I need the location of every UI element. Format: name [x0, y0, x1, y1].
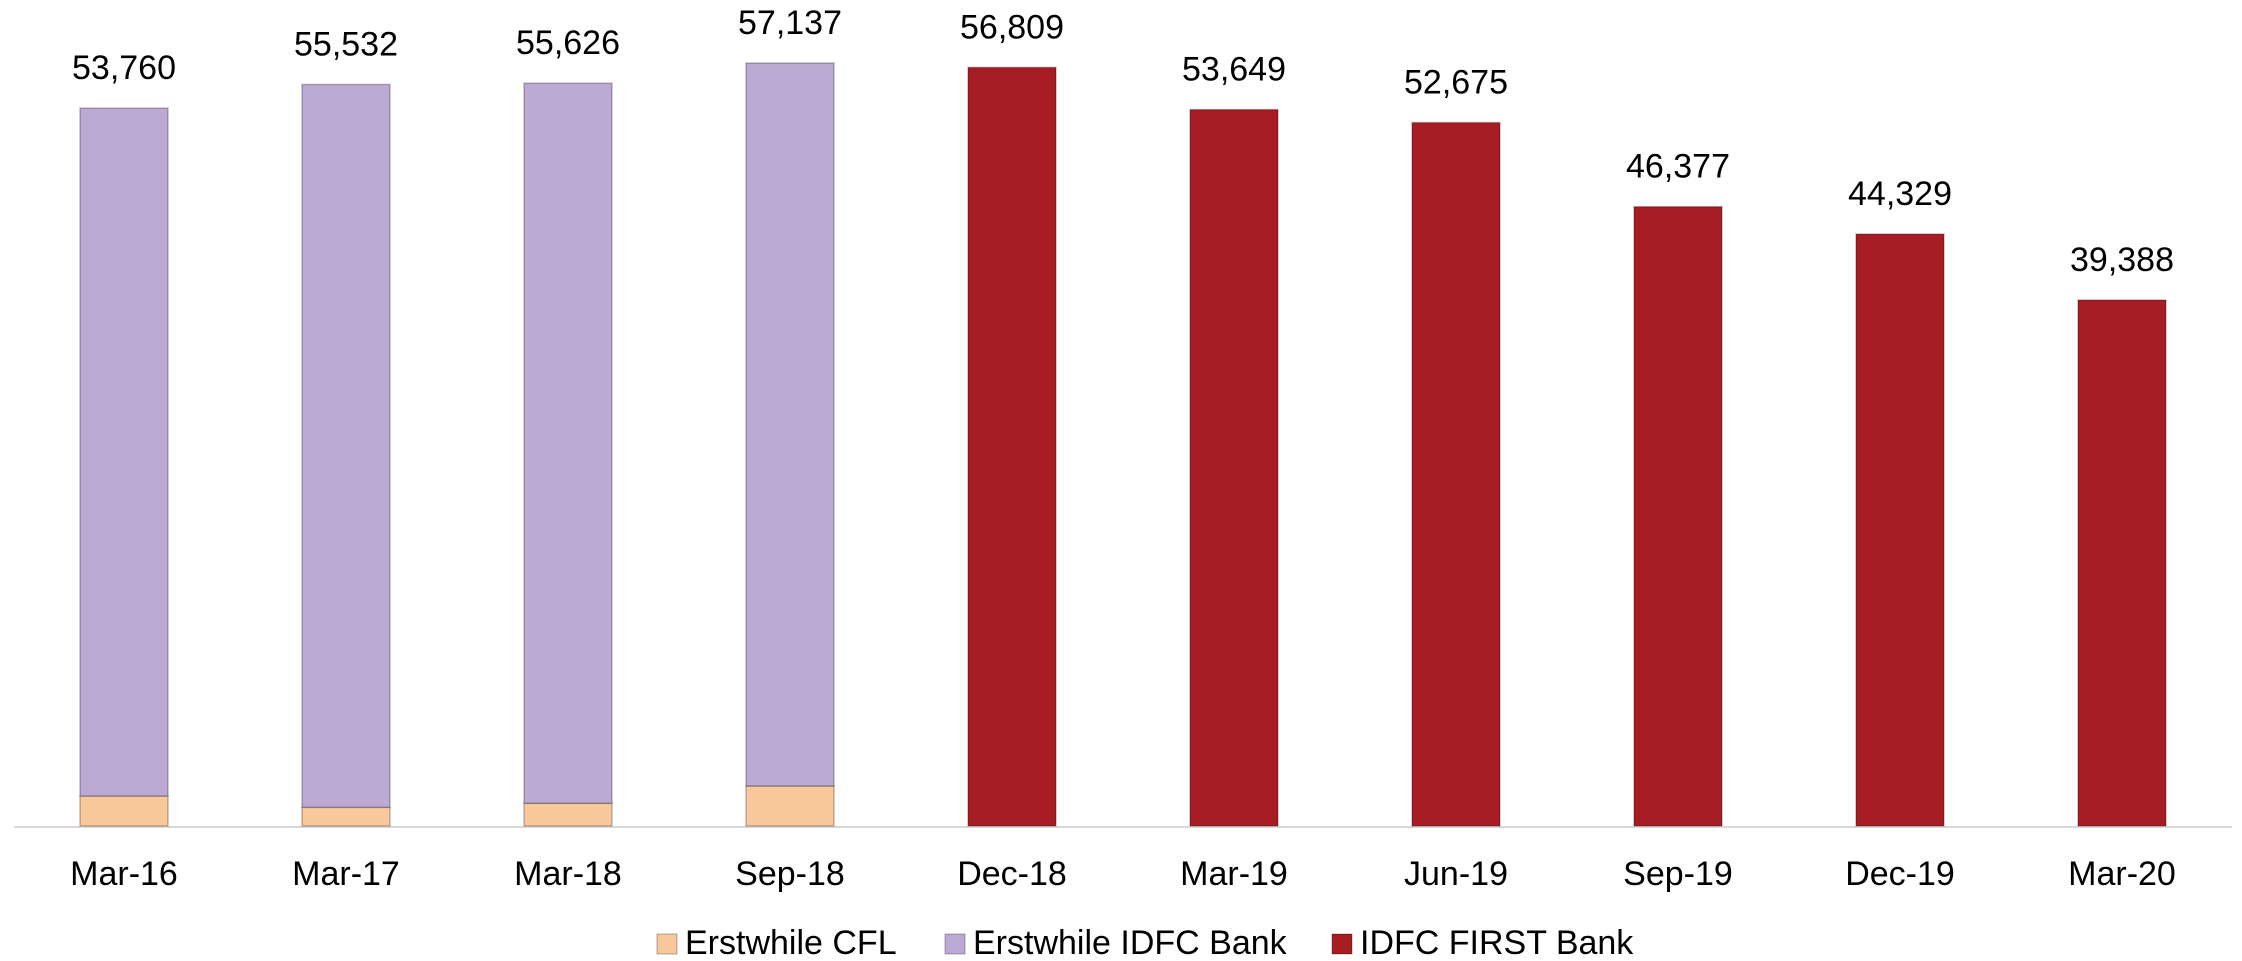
- x-tick-label: Mar-18: [514, 855, 622, 893]
- x-tick-label: Dec-18: [957, 855, 1067, 893]
- value-label: 39,388: [2070, 241, 2174, 279]
- bar-segment: [1633, 205, 1723, 827]
- x-tick-label: Mar-16: [70, 855, 178, 893]
- bar-segment: [745, 62, 835, 787]
- x-tick-label: Mar-20: [2068, 855, 2176, 893]
- bar-segment: [523, 82, 613, 805]
- bar-segment: [301, 83, 391, 809]
- bar-segment: [79, 107, 169, 797]
- value-label: 53,649: [1182, 51, 1286, 89]
- bar-segment: [1189, 108, 1279, 827]
- x-tick-label: Mar-19: [1180, 855, 1288, 893]
- bar-segment: [1411, 121, 1501, 827]
- value-label: 53,760: [72, 49, 176, 87]
- value-label: 46,377: [1626, 148, 1730, 186]
- legend-swatch: [944, 933, 966, 955]
- bar-segment: [301, 806, 391, 827]
- value-label: 52,675: [1404, 64, 1508, 102]
- x-tick-label: Dec-19: [1845, 855, 1955, 893]
- x-tick-label: Sep-18: [735, 855, 845, 893]
- x-tick-label: Sep-19: [1623, 855, 1733, 893]
- value-label: 57,137: [738, 4, 842, 42]
- value-label: 55,532: [294, 25, 398, 63]
- legend-swatch: [1331, 933, 1353, 955]
- value-label: 56,809: [960, 8, 1064, 46]
- value-label: 55,626: [516, 24, 620, 62]
- legend-label: Erstwhile IDFC Bank: [973, 924, 1288, 961]
- legend-label: Erstwhile CFL: [685, 924, 897, 961]
- legend-swatch: [656, 933, 678, 955]
- bar-segment: [1855, 233, 1945, 827]
- bar-segment: [745, 785, 835, 827]
- x-tick-label: Mar-17: [292, 855, 400, 893]
- bar-segment: [967, 66, 1057, 827]
- value-label: 44,329: [1848, 175, 1952, 213]
- legend-label: IDFC FIRST Bank: [1360, 924, 1634, 961]
- x-tick-label: Jun-19: [1404, 855, 1508, 893]
- bar-segment: [2077, 299, 2167, 827]
- bar-segment: [79, 795, 169, 827]
- bar-segment: [523, 802, 613, 827]
